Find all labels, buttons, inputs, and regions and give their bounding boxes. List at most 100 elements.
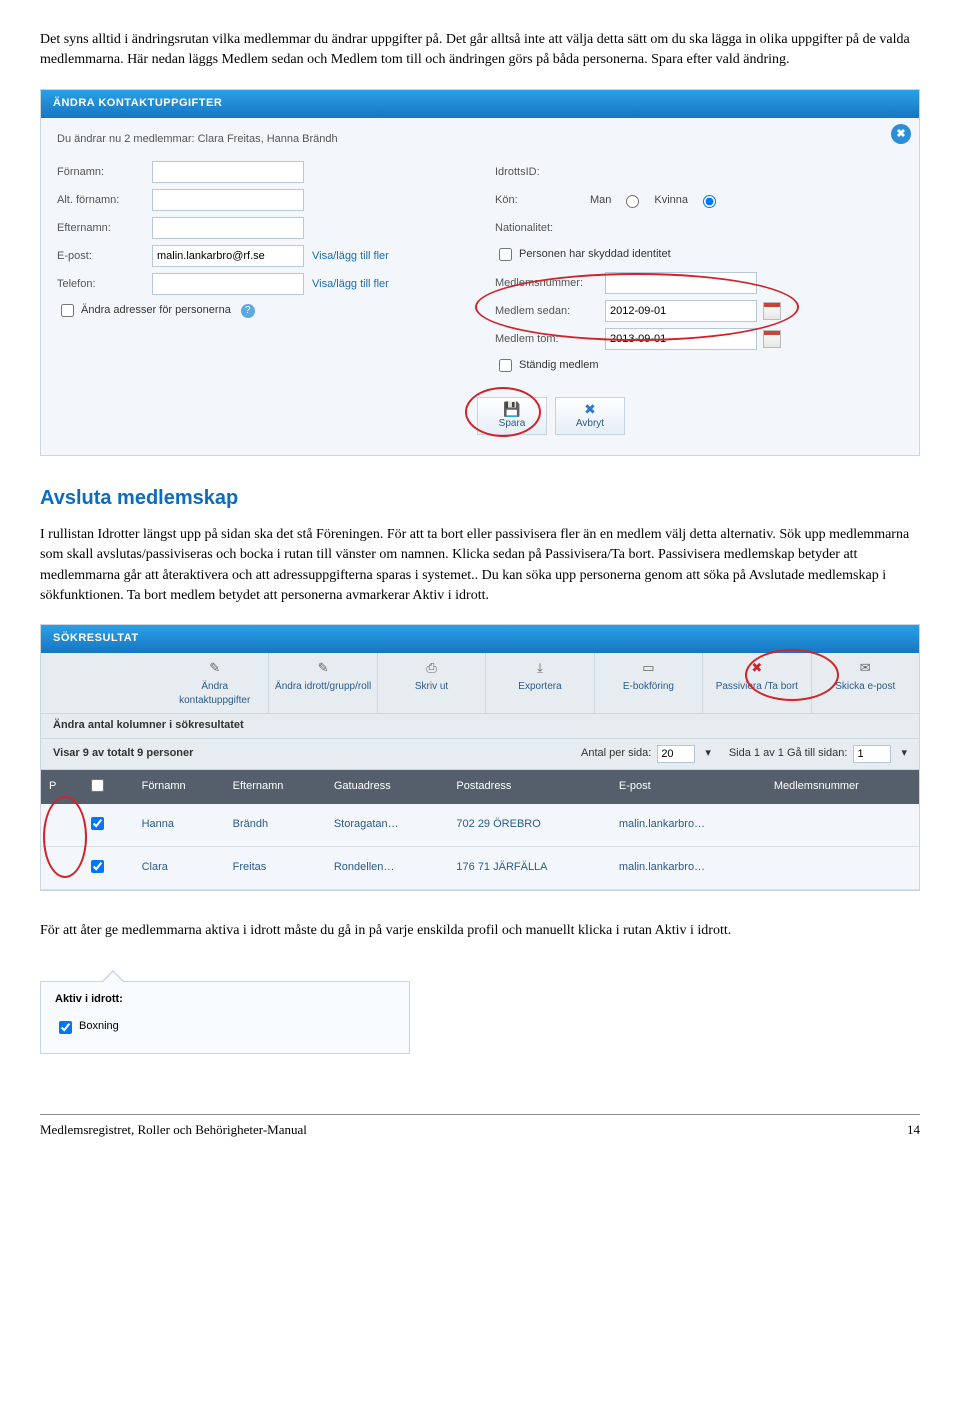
contact-edit-panel: ÄNDRA KONTAKTUPPGIFTER ✖ Du ändrar nu 2 …: [40, 89, 920, 456]
tb-label-6: Skicka e-post: [835, 681, 895, 692]
input-telefon[interactable]: [152, 273, 304, 295]
col-gatuadress: Gatuadress: [326, 770, 449, 804]
tb-label-5: Passiviera /Ta bort: [716, 681, 798, 692]
sida-input[interactable]: [853, 745, 891, 763]
radio-man[interactable]: [626, 195, 639, 208]
sida-label: Sida 1 av 1 Gå till sidan:: [729, 746, 848, 762]
tb-skriv-ut[interactable]: ⎙ Skriv ut: [378, 653, 486, 713]
tb-skicka-epost[interactable]: ✉ Skicka e-post: [812, 653, 919, 713]
tb-andra-idrott[interactable]: ✎Ändra idrott/grupp/roll: [269, 653, 377, 713]
input-epost[interactable]: [152, 245, 304, 267]
cancel-icon: ✖: [568, 402, 612, 416]
results-table: P Förnamn Efternamn Gatuadress Postadres…: [41, 770, 919, 890]
table-row[interactable]: Clara Freitas Rondellen… 176 71 JÄRFÄLLA…: [41, 846, 919, 889]
intro-paragraph: Det syns alltid i ändringsrutan vilka me…: [40, 30, 920, 71]
antal-label: Antal per sida:: [581, 746, 651, 762]
search-meta-bar: Visar 9 av totalt 9 personer Antal per s…: [41, 739, 919, 770]
label-skyddad: Personen har skyddad identitet: [519, 247, 671, 263]
label-man: Man: [590, 193, 611, 209]
col-efternamn: Efternamn: [225, 770, 326, 804]
input-medlem-tom[interactable]: [605, 328, 757, 350]
label-idrottsid: IdrottsID:: [495, 165, 590, 181]
col-check: [79, 770, 134, 804]
footer-rule: [40, 1114, 920, 1115]
remove-icon: ✖: [707, 659, 806, 678]
cell-post: 702 29 ÖREBRO: [448, 804, 610, 846]
label-kon: Kön:: [495, 193, 590, 209]
heading-avsluta: Avsluta medlemskap: [40, 484, 920, 513]
cell-gatu: Rondellen…: [326, 846, 449, 889]
spara-button[interactable]: 💾 Spara: [477, 397, 547, 435]
cell-efternamn: Freitas: [225, 846, 326, 889]
cell-nr: [766, 846, 919, 889]
checkbox-standig[interactable]: [499, 359, 512, 372]
export-icon: ⤓: [490, 659, 589, 678]
label-standig: Ständig medlem: [519, 358, 599, 374]
cell-epost: malin.lankarbro…: [611, 846, 766, 889]
result-toolbar: ✎Ändra kontaktuppgifter ✎Ändra idrott/gr…: [41, 653, 919, 714]
body-reactivate: För att åter ge medlemmarna aktiva i idr…: [40, 921, 920, 941]
meta-columns-link[interactable]: Ändra antal kolumner i sökresultatet: [41, 714, 919, 739]
input-fornamn[interactable]: [152, 161, 304, 183]
col-medlemsnummer: Medlemsnummer: [766, 770, 919, 804]
radio-kvinna[interactable]: [703, 195, 716, 208]
panel-header: ÄNDRA KONTAKTUPPGIFTER: [41, 90, 919, 118]
print-icon: ⎙: [382, 659, 481, 678]
input-efternamn[interactable]: [152, 217, 304, 239]
check-all[interactable]: [91, 779, 104, 792]
cell-post: 176 71 JÄRFÄLLA: [448, 846, 610, 889]
label-fornamn: Förnamn:: [57, 165, 152, 181]
help-icon[interactable]: ?: [241, 304, 255, 318]
calendar-icon[interactable]: [763, 302, 781, 320]
calendar-icon[interactable]: [763, 330, 781, 348]
body-avsluta: I rullistan Idrotter längst upp på sidan…: [40, 525, 920, 606]
tb-label-3: Exportera: [518, 681, 561, 692]
mail-icon: ✉: [816, 659, 915, 678]
label-efternamn: Efternamn:: [57, 221, 152, 237]
tb-ebokforing[interactable]: ▭ E-bokföring: [595, 653, 703, 713]
cell-gatu: Storagatan…: [326, 804, 449, 846]
edit-hint: Du ändrar nu 2 medlemmar: Clara Freitas,…: [57, 132, 903, 148]
tb-andra-kontakt[interactable]: ✎Ändra kontaktuppgifter: [161, 653, 269, 713]
save-icon: 💾: [490, 402, 534, 416]
tb-label-2: Skriv ut: [415, 681, 448, 692]
label-medlem-sedan: Medlem sedan:: [495, 304, 605, 320]
label-telefon: Telefon:: [57, 277, 152, 293]
label-kvinna: Kvinna: [654, 193, 688, 209]
label-andra-adresser: Ändra adresser för personerna: [81, 303, 231, 319]
checkbox-boxning[interactable]: [59, 1021, 72, 1034]
cell-nr: [766, 804, 919, 846]
checkbox-skyddad[interactable]: [499, 248, 512, 261]
tb-exportera[interactable]: ⤓ Exportera: [486, 653, 594, 713]
edit-icon: ✎: [165, 659, 264, 678]
table-row[interactable]: Hanna Brändh Storagatan… 702 29 ÖREBRO m…: [41, 804, 919, 846]
search-result-panel: SÖKRESULTAT ✎Ändra kontaktuppgifter ✎Änd…: [40, 624, 920, 891]
antal-input[interactable]: [657, 745, 695, 763]
label-medlem-tom: Medlem tom:: [495, 332, 605, 348]
cell-fornamn: Hanna: [134, 804, 225, 846]
input-medlemsnummer[interactable]: [605, 272, 757, 294]
col-fornamn: Förnamn: [134, 770, 225, 804]
book-icon: ▭: [599, 659, 698, 678]
label-altfornamn: Alt. förnamn:: [57, 193, 152, 209]
aktiv-label: Aktiv i idrott:: [55, 992, 395, 1008]
input-medlem-sedan[interactable]: [605, 300, 757, 322]
tb-label-4: E-bokföring: [623, 681, 674, 692]
footer-page: 14: [907, 1121, 920, 1140]
cell-fornamn: Clara: [134, 846, 225, 889]
link-visa-telefon[interactable]: Visa/lägg till fler: [312, 277, 389, 293]
tb-passiviera[interactable]: ✖ Passiviera /Ta bort: [703, 653, 811, 713]
footer-title: Medlemsregistret, Roller och Behörighete…: [40, 1121, 307, 1140]
link-visa-epost[interactable]: Visa/lägg till fler: [312, 249, 389, 265]
avbryt-button[interactable]: ✖ Avbryt: [555, 397, 625, 435]
row-check[interactable]: [91, 817, 104, 830]
row-check[interactable]: [91, 860, 104, 873]
close-icon[interactable]: ✖: [891, 124, 911, 144]
cell-efternamn: Brändh: [225, 804, 326, 846]
label-medlemsnummer: Medlemsnummer:: [495, 276, 605, 292]
avbryt-label: Avbryt: [576, 418, 604, 429]
checkbox-andra-adresser[interactable]: [61, 304, 74, 317]
spara-label: Spara: [499, 418, 526, 429]
col-epost: E-post: [611, 770, 766, 804]
input-altfornamn[interactable]: [152, 189, 304, 211]
